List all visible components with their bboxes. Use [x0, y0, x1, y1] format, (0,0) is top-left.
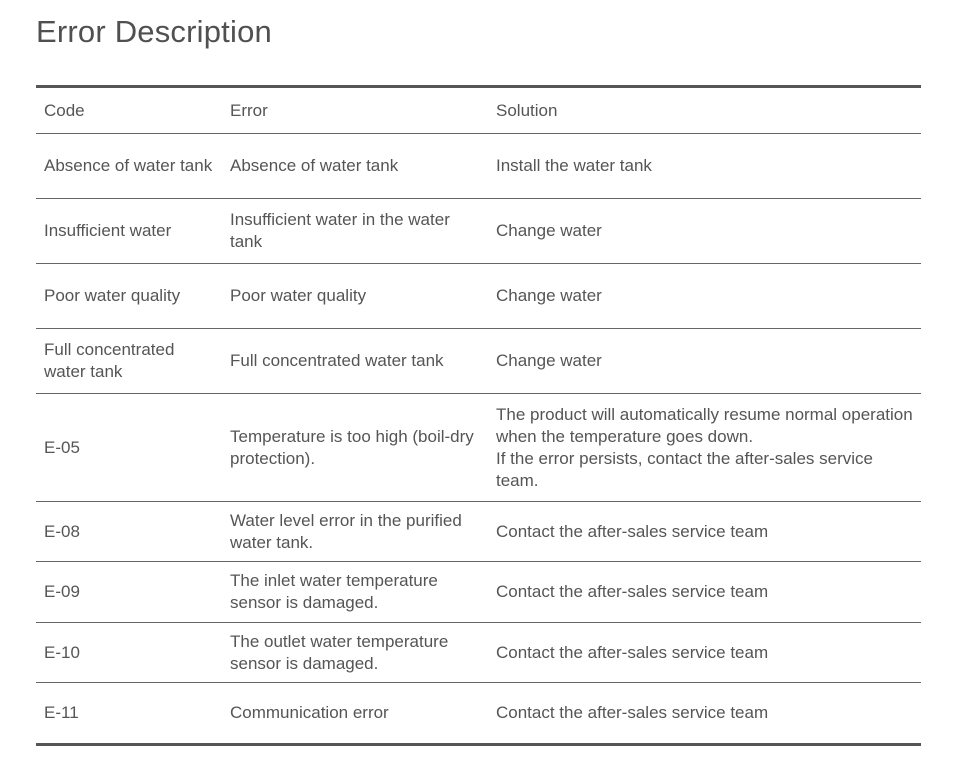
table-row: E-05 Temperature is too high (boil-dry pr…: [36, 394, 921, 502]
cell-solution: Contact the after-sales service team: [496, 642, 769, 662]
cell-error: Full concentrated water tank: [230, 351, 444, 370]
cell-error: The inlet water temperature sensor is da…: [230, 571, 438, 612]
page-title: Error Description: [36, 14, 272, 49]
cell-code: E-10: [44, 642, 80, 662]
error-table: Code Error Solution Absence of water tan…: [36, 85, 921, 746]
cell-solution: Contact the after-sales service team: [496, 582, 769, 601]
cell-error: Poor water quality: [230, 286, 367, 305]
table-header-row: Code Error Solution: [36, 86, 921, 134]
cell-solution: Contact the after-sales service team: [496, 703, 769, 722]
header-solution: Solution: [496, 100, 558, 120]
cell-error: Water level error in the purified water …: [230, 510, 462, 552]
cell-code: E-05: [44, 437, 80, 457]
table-row: E-09 The inlet water temperature sensor i…: [36, 562, 921, 623]
table-row: Full concentrated water tank Full concent…: [36, 329, 921, 394]
table-row: E-08 Water level error in the purified wa…: [36, 502, 921, 562]
cell-code: Absence of water tank: [44, 156, 213, 175]
cell-solution: Change water: [496, 351, 602, 370]
cell-solution: Install the water tank: [496, 156, 652, 175]
cell-error: Absence of water tank: [230, 156, 399, 175]
header-error: Error: [230, 100, 268, 120]
cell-code: Insufficient water: [44, 221, 172, 240]
table-row: E-10 The outlet water temperature sensor …: [36, 623, 921, 683]
table-row: Poor water quality Poor water quality Chan…: [36, 264, 921, 329]
cell-solution: The product will automatically resume no…: [496, 404, 913, 490]
cell-code: E-11: [44, 703, 79, 722]
header-code: Code: [44, 100, 85, 120]
cell-code: E-09: [44, 582, 80, 601]
table-row: Absence of water tank Absence of water ta…: [36, 134, 921, 199]
cell-solution: Contact the after-sales service team: [496, 521, 769, 541]
cell-code: E-08: [44, 521, 80, 541]
cell-error: Temperature is too high (boil-dry protec…: [230, 426, 474, 468]
cell-solution: Change water: [496, 286, 602, 305]
cell-error: Insufficient water in the water tank: [230, 210, 450, 251]
table-row: E-11 Communication error Contact the after…: [36, 683, 921, 745]
cell-code: Full concentrated water tank: [44, 340, 175, 381]
cell-code: Poor water quality: [44, 286, 181, 305]
cell-solution: Change water: [496, 221, 602, 240]
cell-error: The outlet water temperature sensor is d…: [230, 631, 449, 673]
table-row: Insufficient water Insufficient water in …: [36, 199, 921, 264]
cell-error: Communication error: [230, 703, 389, 722]
